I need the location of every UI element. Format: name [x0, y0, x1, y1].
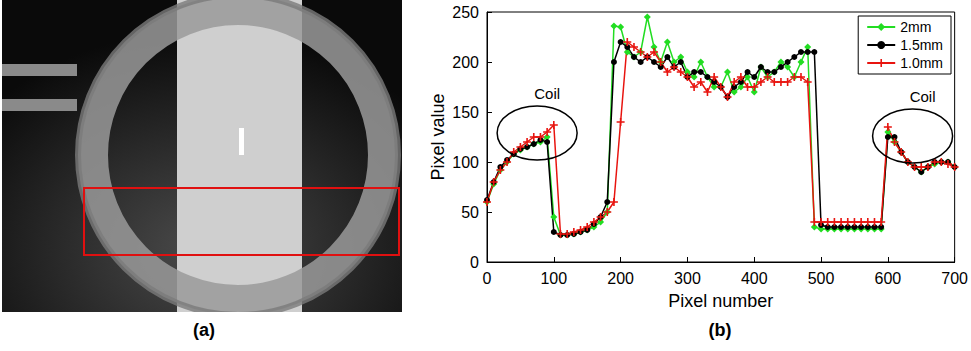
svg-text:Coil: Coil [910, 88, 936, 105]
svg-text:0: 0 [470, 254, 479, 271]
svg-text:700: 700 [941, 270, 968, 287]
svg-text:250: 250 [452, 4, 479, 21]
svg-text:600: 600 [874, 270, 901, 287]
html-text:(a): (a) [193, 320, 215, 340]
svg-text:200: 200 [607, 270, 634, 287]
svg-text:400: 400 [741, 270, 768, 287]
svg-text:100: 100 [540, 270, 567, 287]
html-text:(b): (b) [708, 320, 732, 340]
svg-text:Pixel value: Pixel value [428, 93, 448, 180]
svg-text:500: 500 [808, 270, 835, 287]
svg-text:200: 200 [452, 54, 479, 71]
svg-text:Pixel number: Pixel number [668, 291, 773, 311]
svg-text:2mm: 2mm [900, 19, 931, 35]
svg-text:100: 100 [452, 154, 479, 171]
svg-text:50: 50 [461, 204, 479, 221]
svg-text:Coil: Coil [534, 85, 560, 102]
svg-text:300: 300 [674, 270, 701, 287]
svg-text:150: 150 [452, 104, 479, 121]
svg-text:1.0mm: 1.0mm [900, 55, 943, 71]
svg-text:1.5mm: 1.5mm [900, 37, 943, 53]
svg-text:0: 0 [483, 270, 492, 287]
